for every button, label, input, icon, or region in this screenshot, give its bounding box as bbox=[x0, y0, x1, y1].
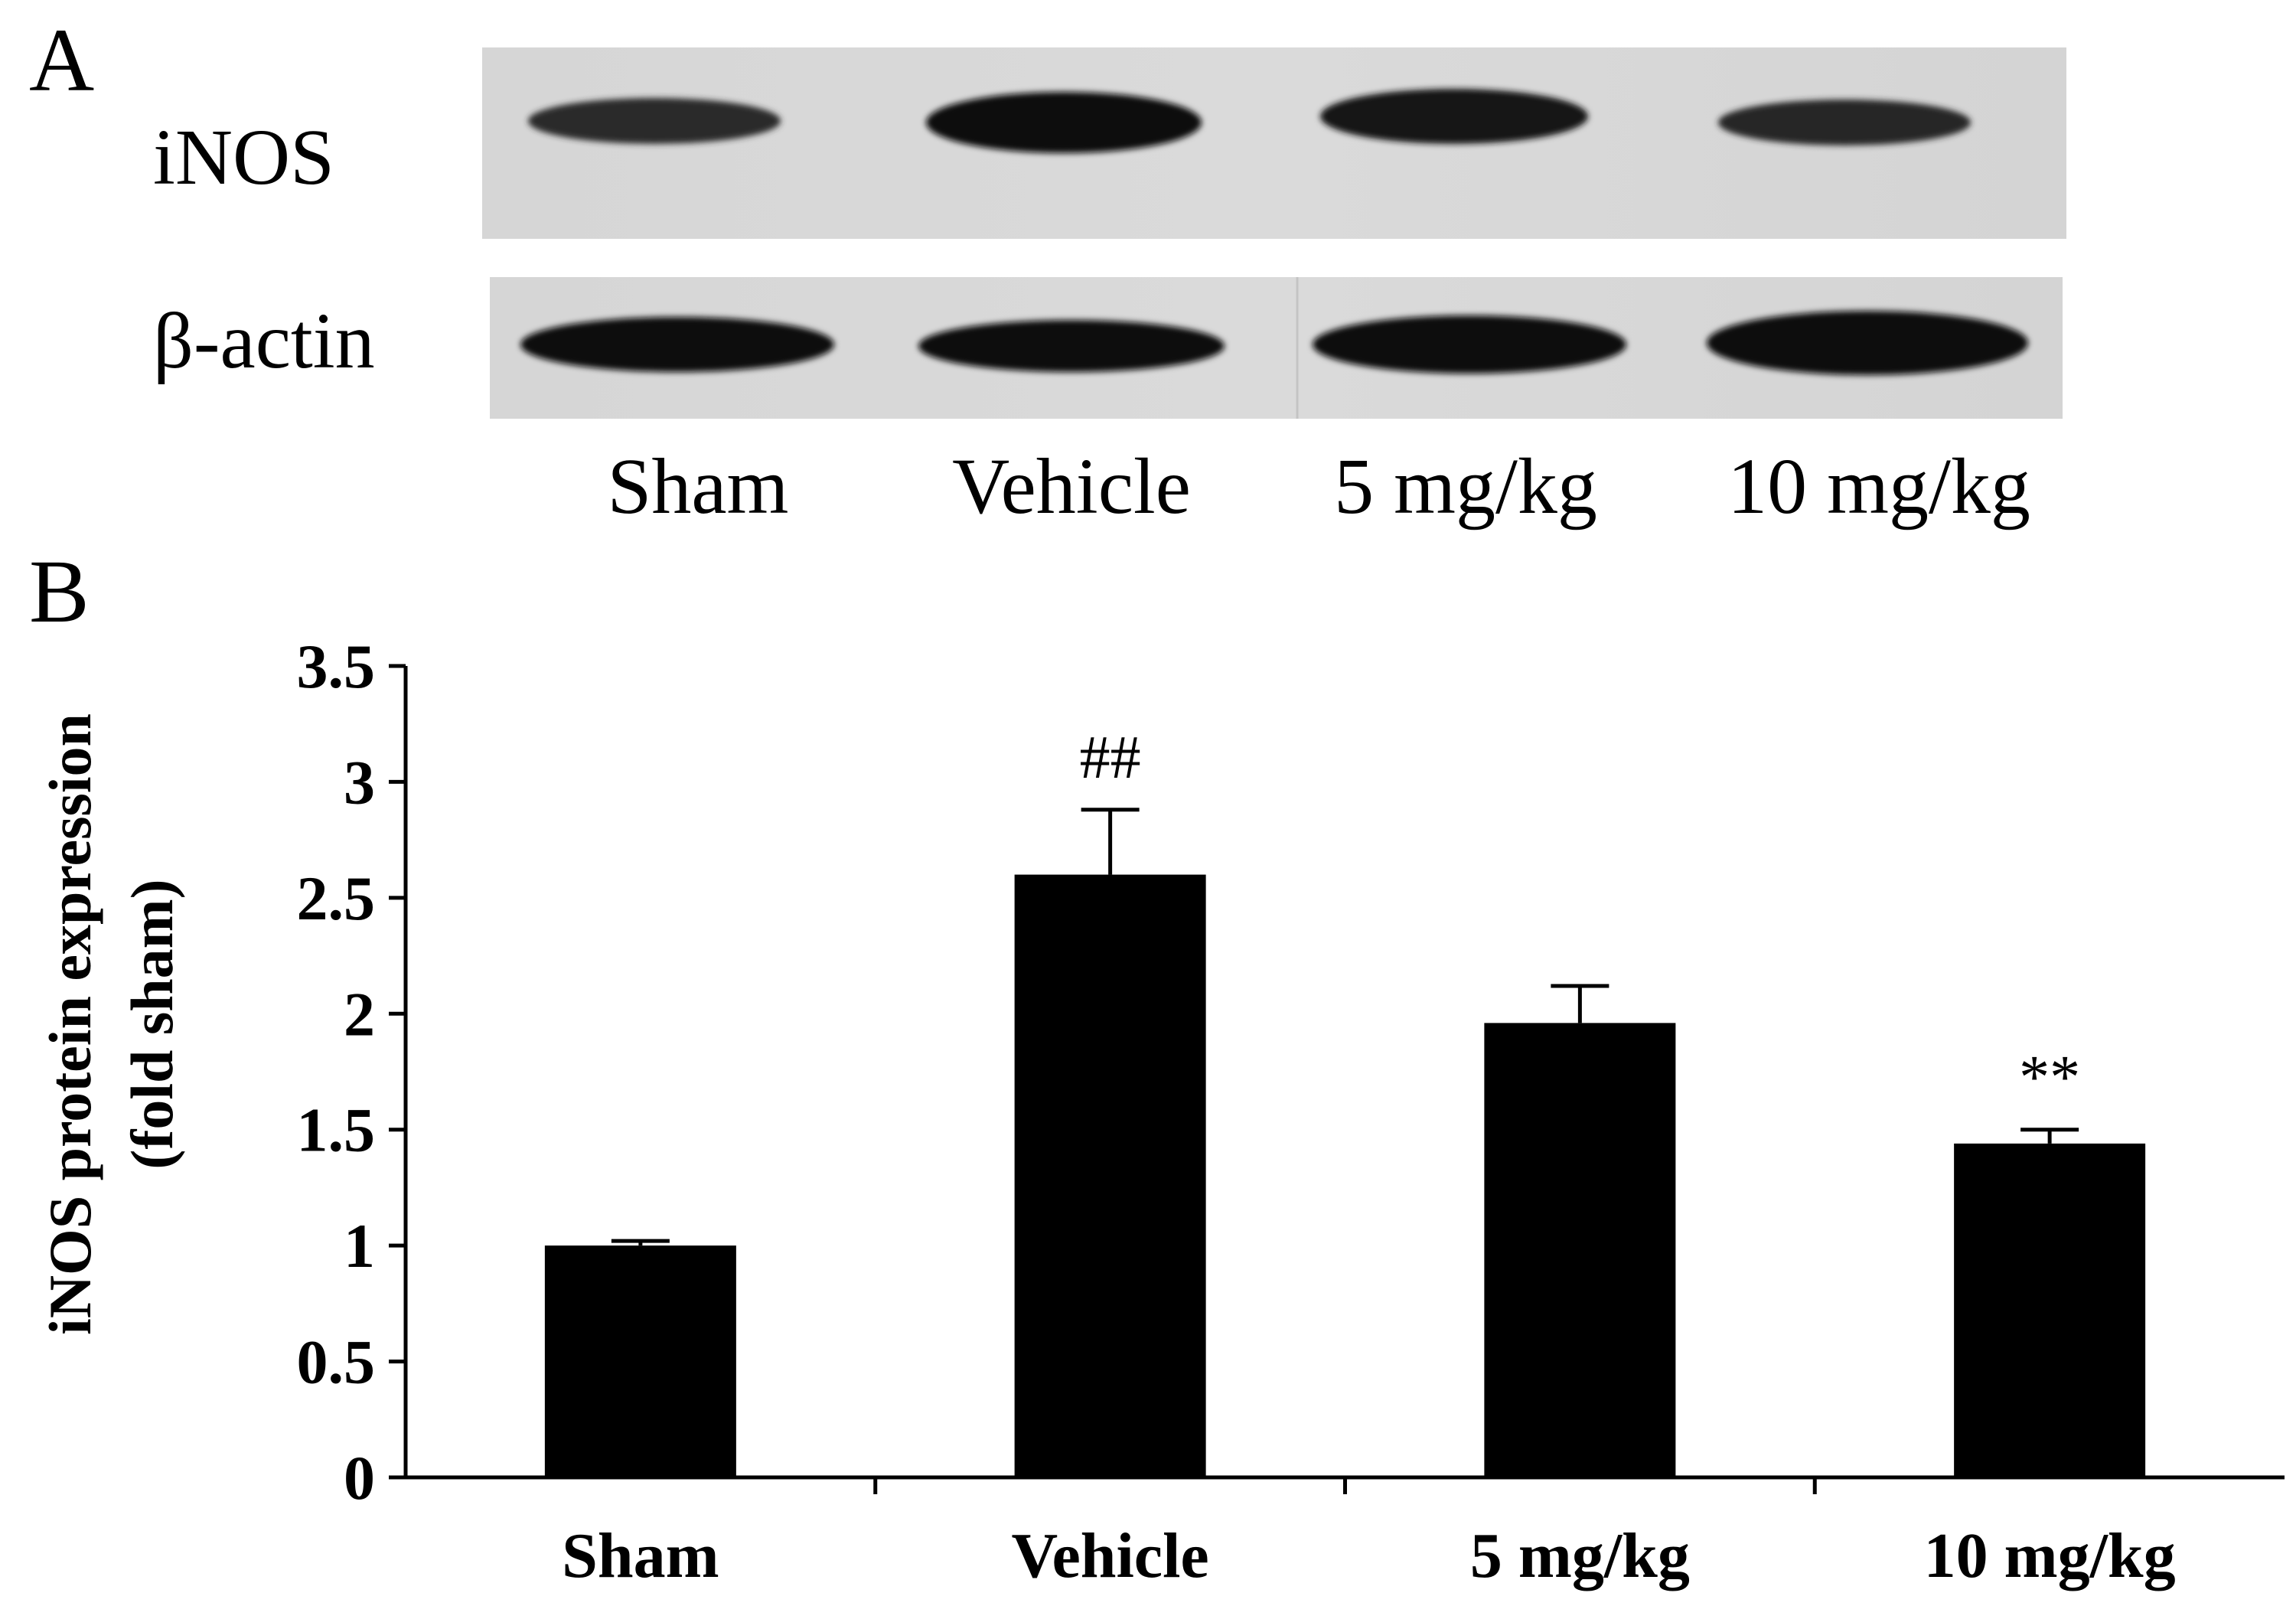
y-tick-label: 2 bbox=[344, 979, 375, 1049]
x-tick-label: Sham bbox=[562, 1520, 719, 1591]
band-actin-5mg bbox=[1313, 315, 1626, 374]
y-axis-title-line2: (fold sham) bbox=[119, 879, 185, 1169]
y-tick-label: 0.5 bbox=[297, 1327, 376, 1397]
bar-1 bbox=[544, 1245, 736, 1477]
y-tick-label: 1 bbox=[344, 1211, 375, 1281]
x-tick-label: 5 mg/kg bbox=[1470, 1520, 1690, 1591]
significance-label-2: ## bbox=[1080, 724, 1141, 792]
x-tick-label: 10 mg/kg bbox=[1924, 1520, 2176, 1591]
bar-4 bbox=[1954, 1143, 2146, 1477]
panel-a-label: A bbox=[29, 10, 94, 110]
x-tick-label: Vehicle bbox=[1012, 1520, 1209, 1591]
y-tick-label: 3.5 bbox=[297, 632, 376, 701]
y-tick-label: 2.5 bbox=[297, 863, 376, 933]
blot-inos bbox=[482, 47, 2066, 239]
band-actin-vehicle bbox=[918, 320, 1225, 372]
y-tick-label: 1.5 bbox=[297, 1095, 376, 1165]
y-axis-title-line1: iNOS protein expression bbox=[37, 713, 103, 1335]
bar-2 bbox=[1014, 874, 1206, 1477]
bar-3 bbox=[1484, 1023, 1676, 1477]
panel-b-label: B bbox=[29, 541, 90, 641]
lane-label-10mg: 10 mg/kg bbox=[1727, 442, 2030, 530]
y-tick-label: 3 bbox=[344, 747, 375, 817]
y-tick-label: 0 bbox=[344, 1443, 375, 1513]
band-actin-10mg bbox=[1707, 311, 2028, 375]
band-actin-sham bbox=[520, 317, 834, 372]
lane-label-sham: Sham bbox=[608, 442, 789, 530]
lane-label-vehicle: Vehicle bbox=[952, 442, 1191, 530]
row-label-beta-actin: β-actin bbox=[153, 297, 375, 385]
band-inos-5mg bbox=[1320, 89, 1588, 144]
lane-label-5mg: 5 mg/kg bbox=[1334, 442, 1597, 530]
blot-beta-actin bbox=[490, 277, 2063, 419]
y-axis-title: iNOS protein expression (fold sham) bbox=[37, 713, 185, 1335]
band-inos-vehicle bbox=[926, 92, 1202, 153]
row-label-inos: iNOS bbox=[153, 113, 334, 201]
bar-chart-plot: 0 0.5 1 1.5 2 2.5 3 3.5 Sham ## Vehicle 5 mg/kg ** 10… bbox=[297, 632, 2285, 1591]
band-inos-sham bbox=[528, 98, 781, 144]
band-inos-10mg bbox=[1718, 100, 1971, 145]
significance-label-4: ** bbox=[2019, 1044, 2080, 1111]
